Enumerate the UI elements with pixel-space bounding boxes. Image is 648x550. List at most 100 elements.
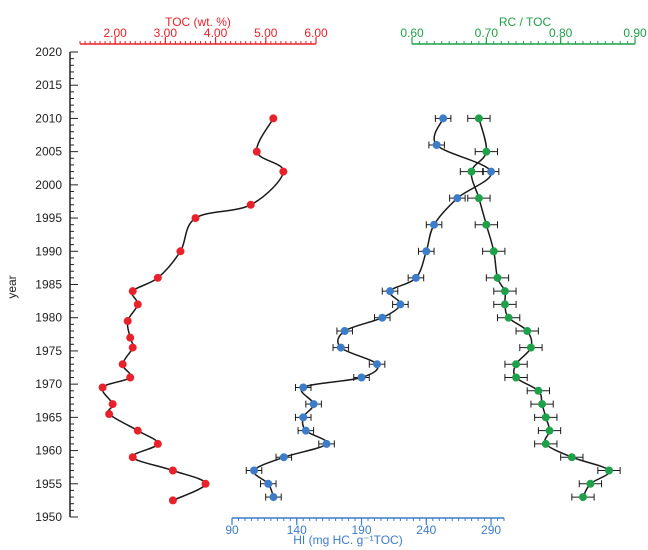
toc-data-point (105, 410, 114, 419)
toc-data-point (153, 273, 162, 282)
hi-data-point (373, 360, 382, 369)
toc-data-point (269, 114, 278, 123)
rc-data-point (538, 400, 547, 409)
toc-data-point (168, 466, 177, 475)
hi-tick-label: 140 (287, 523, 307, 537)
year-tick-label: 1980 (35, 311, 62, 325)
hi-data-point (299, 413, 308, 422)
hi-data-point (309, 400, 318, 409)
hi-data-point (411, 273, 420, 282)
toc-axis-title: TOC (wt. %) (165, 15, 231, 29)
toc-data-point (168, 496, 177, 505)
hi-data-point (340, 327, 349, 335)
toc-data-point (98, 383, 107, 392)
hi-data-point (487, 167, 496, 176)
hi-data-point (269, 493, 278, 502)
toc-tick-label: 4.00 (204, 26, 228, 40)
toc-data-point (153, 439, 162, 448)
rc-data-point (541, 439, 550, 448)
rc-axis-title: RC / TOC (499, 15, 552, 29)
year-tick-label: 2020 (35, 45, 62, 59)
toc-data-point (246, 200, 255, 209)
toc-tick-label: 3.00 (154, 26, 178, 40)
year-tick-label: 2010 (35, 111, 62, 125)
toc-data-point (133, 300, 142, 309)
rc-data-point (512, 360, 521, 369)
rc-data-point (578, 493, 587, 502)
year-tick-label: 1975 (35, 344, 62, 358)
rc-data-point (493, 273, 502, 282)
toc-data-point (128, 453, 137, 462)
toc-data-point (128, 287, 137, 296)
year-tick-label: 2015 (35, 78, 62, 92)
hi-data-point (250, 466, 259, 475)
rc-data-point (545, 426, 554, 435)
toc-data-point (201, 479, 210, 488)
hi-data-point (396, 300, 405, 309)
rc-data-point (541, 413, 550, 422)
toc-data-point (191, 214, 200, 223)
toc-data-point (108, 400, 117, 409)
rc-tick-label: 0.70 (475, 26, 499, 40)
hi-data-point (430, 220, 439, 229)
hi-data-point (279, 453, 288, 462)
hi-data-point (439, 114, 448, 123)
year-tick-label: 1960 (35, 444, 62, 458)
hi-axis-title: HI (mg HC. g⁻¹TOC) (293, 533, 402, 547)
year-tick-label: 1995 (35, 211, 62, 225)
toc-tick-label: 2.00 (103, 26, 127, 40)
year-tick-label: 2005 (35, 145, 62, 159)
rc-data-point (500, 300, 509, 309)
rc-tick-label: 0.90 (623, 26, 647, 40)
rc-data-point (567, 453, 576, 462)
toc-series-line (101, 118, 285, 502)
hi-data-point (432, 141, 441, 149)
hi-data-point (301, 426, 310, 435)
hi-tick-label: 190 (352, 523, 372, 537)
plot-layer (98, 114, 621, 505)
rc-data-point (489, 247, 498, 256)
rc-data-point (474, 194, 483, 203)
rc-data-point (512, 373, 521, 382)
toc-data-point (279, 167, 288, 176)
year-tick-label: 1955 (35, 477, 62, 491)
toc-data-point (118, 360, 127, 369)
rc-data-point (534, 386, 543, 395)
toc-data-point (126, 333, 135, 342)
rc-data-point (586, 479, 595, 488)
year-tick-label: 1990 (35, 244, 62, 258)
hi-data-point (336, 343, 345, 352)
rc-data-point (482, 220, 491, 229)
toc-data-point (126, 373, 135, 382)
toc-tick-label: 5.00 (254, 26, 278, 40)
year-tick-label: 1985 (35, 278, 62, 292)
hi-data-point (357, 373, 366, 382)
axes-layer: 1950 1955 1960 1965 1970 1975 1980 1985 1990 1995… (35, 26, 647, 537)
rc-data-point (500, 287, 509, 296)
rc-data-point (523, 327, 532, 335)
year-tick-label: 1965 (35, 410, 62, 424)
rc-data-point (482, 147, 491, 156)
toc-tick-label: 6.00 (304, 26, 328, 40)
toc-data-point (123, 317, 132, 326)
year-tick-label: 2000 (35, 178, 62, 192)
hi-data-point (453, 194, 462, 203)
rc-data-point (604, 466, 613, 475)
toc-data-point (128, 343, 137, 352)
rc-tick-label: 0.80 (549, 26, 573, 40)
hi-data-point (378, 313, 387, 322)
year-tick-label: 1950 (35, 510, 62, 524)
hi-data-point (386, 287, 395, 296)
toc-data-point (252, 147, 261, 156)
rc-data-point (504, 313, 513, 322)
year-axis-title: year (5, 275, 19, 298)
toc-data-point (133, 426, 142, 435)
hi-data-point (264, 479, 273, 488)
rc-data-point (467, 167, 476, 176)
hi-data-point (322, 439, 331, 448)
hi-data-point (299, 383, 308, 392)
year-tick-label: 1970 (35, 377, 62, 391)
hi-data-point (422, 247, 431, 256)
hi-tick-label: 240 (416, 523, 436, 537)
